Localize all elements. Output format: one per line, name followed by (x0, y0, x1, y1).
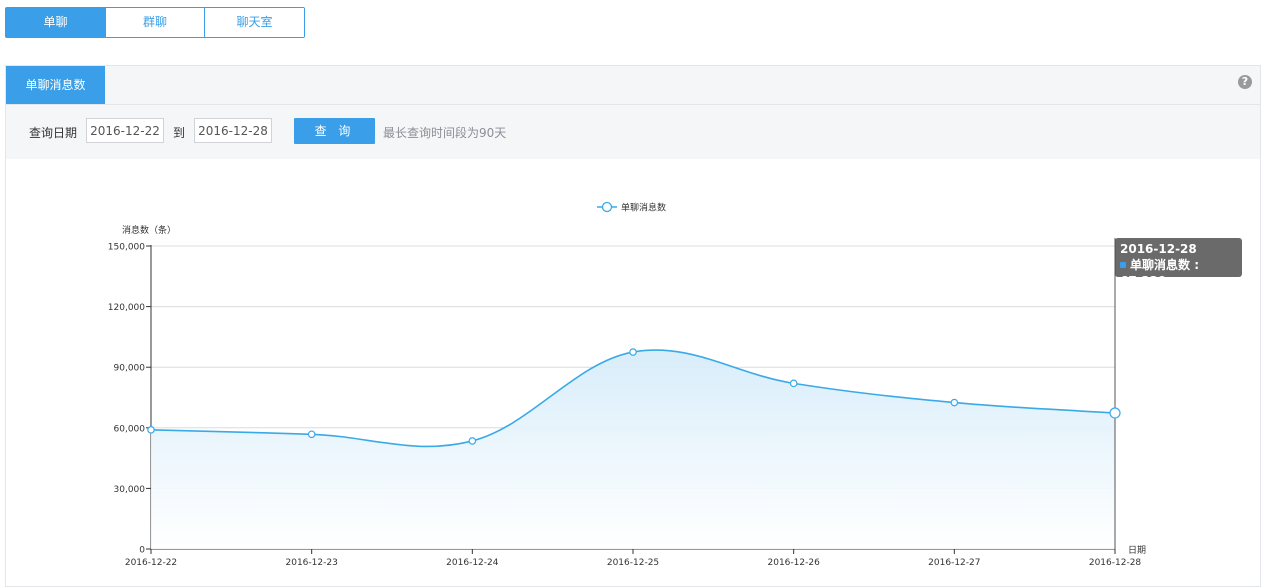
query-button[interactable]: 查 询 (294, 118, 375, 144)
to-label: 到 (173, 126, 186, 140)
tab-chatroom[interactable]: 聊天室 (205, 8, 304, 37)
series-area (151, 350, 1115, 549)
date-filter-bar: 查询日期 到 查 询 最长查询时间段为90天 (6, 105, 1260, 159)
y-tick-label: 0 (139, 546, 145, 556)
chart-tooltip: 2016-12-28 单聊消息数 : 67,339 (1115, 238, 1242, 288)
y-tick-label: 150,000 (108, 243, 145, 253)
y-tick-label: 90,000 (114, 364, 146, 374)
tooltip-series-name: 单聊消息数 (1130, 258, 1191, 272)
tooltip-value: 67,339 (1120, 274, 1167, 288)
y-tick-label: 60,000 (114, 424, 146, 434)
end-date-input[interactable] (194, 118, 272, 143)
data-point (950, 398, 959, 407)
tab-group-chat[interactable]: 群聊 (106, 8, 205, 37)
tab-single-chat[interactable]: 单聊 (6, 8, 106, 37)
x-tick-label: 2016-12-28 (1089, 558, 1142, 568)
start-date-input[interactable] (86, 118, 164, 143)
tooltip-row: 单聊消息数 : 67,339 (1120, 258, 1199, 288)
data-point (789, 379, 798, 388)
query-date-label: 查询日期 (29, 126, 78, 140)
question-circle-icon[interactable]: ? (1238, 75, 1252, 89)
data-point (629, 348, 637, 356)
data-point (468, 437, 477, 445)
data-point (1109, 407, 1121, 419)
x-tick-label: 2016-12-27 (928, 558, 980, 568)
chat-type-tabs: 单聊 群聊 聊天室 (5, 7, 305, 38)
x-tick-label: 2016-12-25 (607, 558, 659, 568)
x-tick-label: 2016-12-23 (286, 558, 338, 568)
legend-marker (601, 201, 613, 213)
data-point (307, 430, 316, 439)
panel-header: 单聊消息数 ? (6, 66, 1260, 105)
x-tick-label: 2016-12-26 (768, 558, 821, 568)
x-axis-label: 日期 (1128, 545, 1146, 556)
data-point (147, 426, 155, 434)
y-tick-label: 120,000 (108, 303, 145, 313)
x-tick-label: 2016-12-22 (125, 558, 177, 568)
y-tick-label: 30,000 (114, 485, 146, 495)
y-axis-label: 消息数（条） (122, 224, 176, 236)
tooltip-date: 2016-12-28 (1120, 242, 1197, 256)
x-tick-label: 2016-12-24 (446, 558, 499, 568)
panel-title-tab[interactable]: 单聊消息数 (6, 66, 105, 104)
legend-label: 单聊消息数 (621, 202, 666, 214)
series-color-dot (1120, 262, 1126, 268)
max-range-hint: 最长查询时间段为90天 (383, 126, 507, 140)
